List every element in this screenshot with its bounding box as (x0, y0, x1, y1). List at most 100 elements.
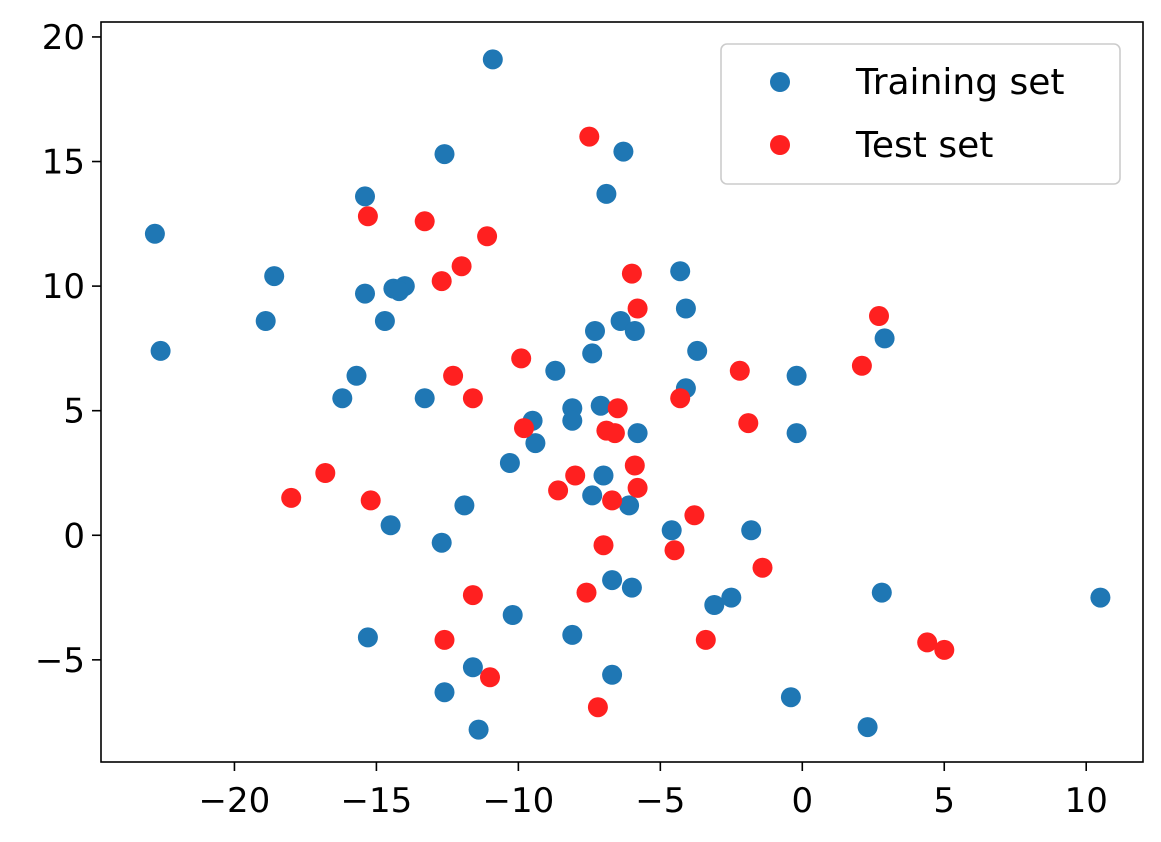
data-point (562, 410, 583, 431)
data-point (624, 455, 645, 476)
data-point (514, 418, 534, 439)
data-point (511, 348, 532, 369)
data-point (434, 629, 455, 650)
data-point (613, 141, 634, 162)
data-point (857, 717, 878, 738)
data-point (357, 206, 378, 227)
x-tick-label: −10 (482, 781, 554, 821)
data-point (360, 490, 381, 511)
y-tick-label: 10 (42, 267, 85, 307)
data-point (482, 49, 503, 70)
data-point (675, 298, 696, 319)
data-point (582, 485, 603, 506)
data-point (443, 365, 464, 386)
legend-marker-test (770, 135, 790, 155)
data-point (548, 480, 569, 501)
data-point (480, 667, 500, 688)
data-point (738, 413, 759, 434)
legend-box (720, 43, 1121, 185)
data-point (462, 388, 483, 409)
data-point (917, 632, 938, 653)
data-point (627, 298, 648, 319)
data-point (281, 487, 302, 508)
data-point (729, 360, 750, 381)
data-point (144, 223, 165, 244)
data-point (414, 388, 435, 409)
data-point (315, 463, 336, 483)
y-tick-label: −5 (35, 641, 85, 681)
y-tick-label: 20 (42, 18, 85, 58)
data-point (624, 321, 645, 341)
legend-label-test: Test set (855, 125, 993, 166)
data-point (431, 271, 452, 292)
data-point (721, 587, 742, 608)
plot-marks (144, 49, 1111, 740)
data-point (684, 505, 705, 526)
data-point (670, 388, 691, 409)
data-point (434, 682, 455, 703)
data-point (627, 423, 648, 444)
data-point (565, 465, 586, 486)
data-point (477, 226, 498, 247)
data-point (602, 664, 623, 685)
data-point (1090, 587, 1111, 608)
data-point (741, 520, 762, 541)
data-point (414, 211, 435, 232)
data-point (590, 395, 611, 416)
data-point (604, 423, 625, 444)
data-point (545, 360, 566, 381)
data-point (621, 263, 642, 284)
data-point (934, 639, 955, 660)
data-point (380, 515, 401, 536)
data-point (593, 465, 614, 486)
x-tick-label: 5 (933, 781, 955, 821)
data-point (451, 256, 472, 277)
legend: Training set Test set (720, 43, 1121, 185)
data-point (869, 306, 889, 326)
data-point (582, 343, 603, 364)
data-point (332, 388, 353, 409)
data-point (525, 433, 546, 454)
series-training (144, 49, 1111, 740)
data-point (619, 495, 640, 516)
data-point (576, 582, 597, 603)
data-point (431, 532, 452, 553)
y-tick-label: 0 (63, 516, 85, 556)
data-point (462, 657, 483, 678)
data-point (468, 719, 489, 740)
data-point (499, 453, 520, 473)
data-point (695, 629, 716, 650)
data-point (355, 283, 375, 304)
data-point (389, 281, 410, 302)
data-point (607, 398, 628, 419)
data-point (786, 365, 807, 386)
data-point (851, 355, 872, 376)
data-point (593, 535, 614, 556)
series-test (281, 126, 955, 718)
data-point (596, 183, 617, 204)
data-point (150, 340, 171, 361)
data-point (434, 144, 455, 165)
data-point (562, 624, 583, 645)
data-point (355, 186, 375, 207)
y-tick-label: 15 (42, 143, 85, 183)
plot-frame (100, 21, 1144, 763)
data-point (664, 540, 685, 561)
data-point (687, 340, 708, 361)
data-point (610, 311, 631, 331)
data-point (627, 477, 648, 498)
x-tick-label: 10 (1065, 781, 1108, 821)
data-point (780, 687, 801, 708)
data-point (462, 585, 483, 606)
data-point (579, 126, 600, 147)
data-point (602, 570, 623, 591)
data-point (786, 423, 807, 444)
data-point (752, 557, 773, 578)
data-point (602, 490, 623, 511)
axis-ticks: −20 −15 −10 −5 0 5 10 −5 0 5 10 15 20 (35, 18, 1108, 821)
legend-marker-training (770, 72, 790, 92)
data-point (264, 266, 285, 287)
data-point (585, 321, 605, 341)
